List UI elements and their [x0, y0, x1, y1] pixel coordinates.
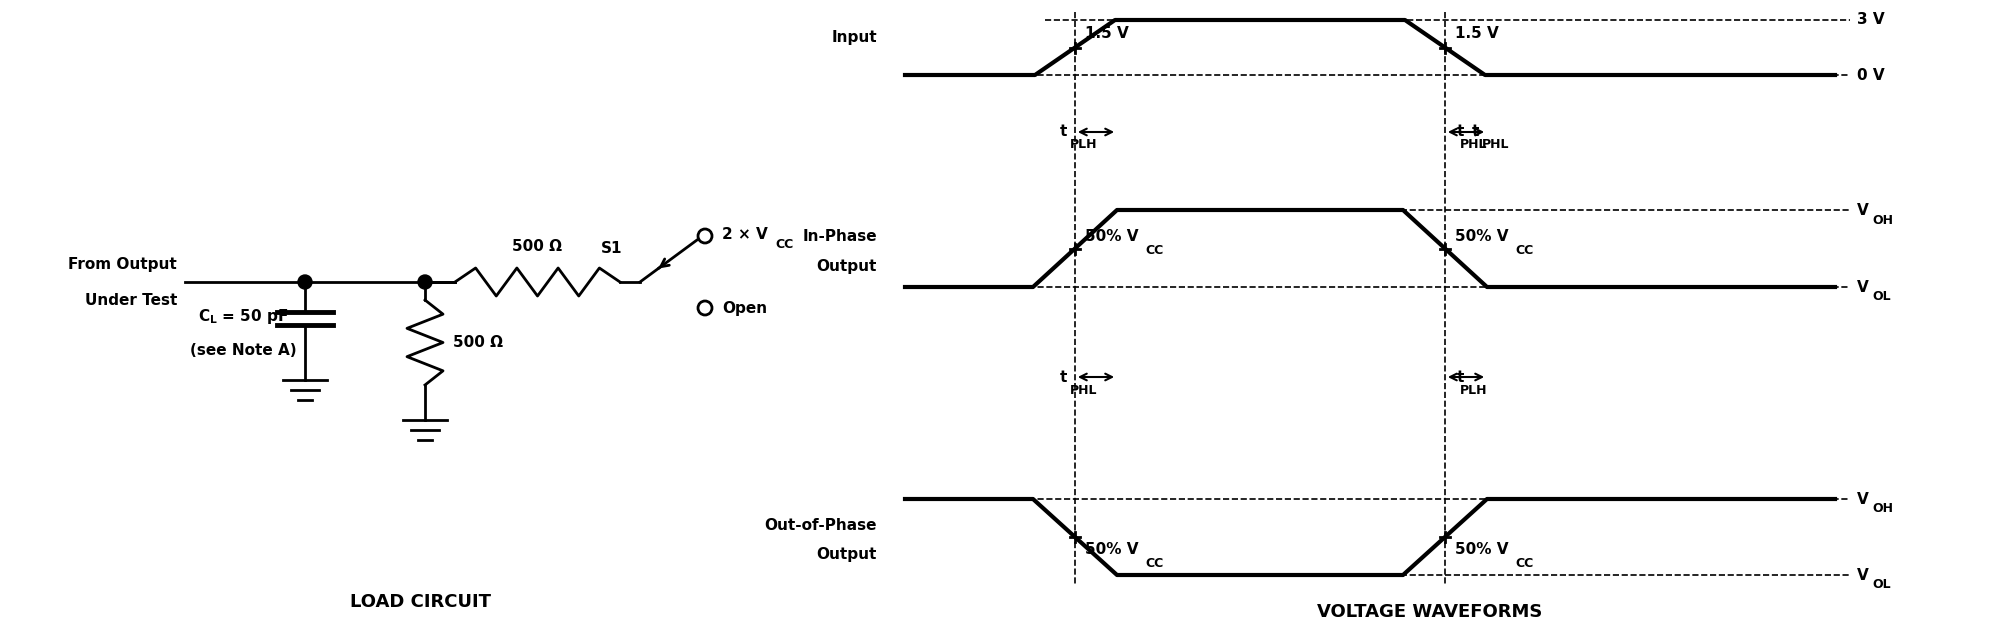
Text: 2 × V: 2 × V [721, 227, 767, 241]
Text: 50% V: 50% V [1455, 542, 1509, 557]
Text: LOAD CIRCUIT: LOAD CIRCUIT [350, 593, 490, 611]
Text: S1: S1 [601, 241, 623, 256]
Text: 0 V: 0 V [1856, 68, 1884, 83]
Text: 50% V: 50% V [1085, 542, 1139, 557]
Text: 500 Ω: 500 Ω [512, 239, 563, 254]
Text: V: V [1856, 568, 1868, 582]
Text: PHL: PHL [1071, 383, 1097, 396]
Text: 1.5 V: 1.5 V [1455, 25, 1499, 41]
Text: t: t [1457, 124, 1465, 140]
Text: VOLTAGE WAVEFORMS: VOLTAGE WAVEFORMS [1318, 603, 1543, 621]
Text: Out-of-Phase: Out-of-Phase [765, 517, 878, 533]
Text: CC: CC [1515, 557, 1533, 570]
Text: t: t [1059, 369, 1067, 385]
Text: t: t [1457, 369, 1465, 385]
Text: OH: OH [1872, 503, 1892, 515]
Text: V: V [1856, 492, 1868, 506]
Text: CC: CC [1145, 557, 1163, 570]
Text: CC: CC [775, 238, 794, 252]
Text: PLH: PLH [1071, 138, 1097, 150]
Text: t: t [1059, 124, 1067, 140]
Text: PHL: PHL [1461, 138, 1487, 150]
Text: Output: Output [816, 547, 878, 562]
Text: 1.5 V: 1.5 V [1085, 25, 1129, 41]
Text: 500 Ω: 500 Ω [452, 335, 502, 350]
Text: 50% V: 50% V [1455, 229, 1509, 243]
Circle shape [297, 275, 311, 289]
Text: V: V [1856, 203, 1868, 217]
Text: V: V [1856, 280, 1868, 294]
Text: OH: OH [1872, 213, 1892, 227]
Text: PHL: PHL [1483, 138, 1509, 150]
Text: Under Test: Under Test [84, 292, 177, 308]
Circle shape [418, 275, 432, 289]
Text: Output: Output [816, 259, 878, 274]
Text: CC: CC [1515, 243, 1533, 257]
Text: OL: OL [1872, 290, 1890, 303]
Text: OL: OL [1872, 578, 1890, 592]
Text: 3 V: 3 V [1856, 13, 1884, 27]
Text: In-Phase: In-Phase [802, 229, 878, 244]
Text: Input: Input [832, 30, 878, 45]
Text: 50% V: 50% V [1085, 229, 1139, 243]
Text: From Output: From Output [68, 257, 177, 273]
Text: t: t [1473, 124, 1479, 140]
Text: $\mathbf{C_L}$ = 50 pF: $\mathbf{C_L}$ = 50 pF [197, 307, 287, 326]
Text: (see Note A): (see Note A) [189, 343, 295, 358]
Text: CC: CC [1145, 243, 1163, 257]
Text: PLH: PLH [1461, 383, 1487, 396]
Text: Open: Open [721, 301, 767, 315]
